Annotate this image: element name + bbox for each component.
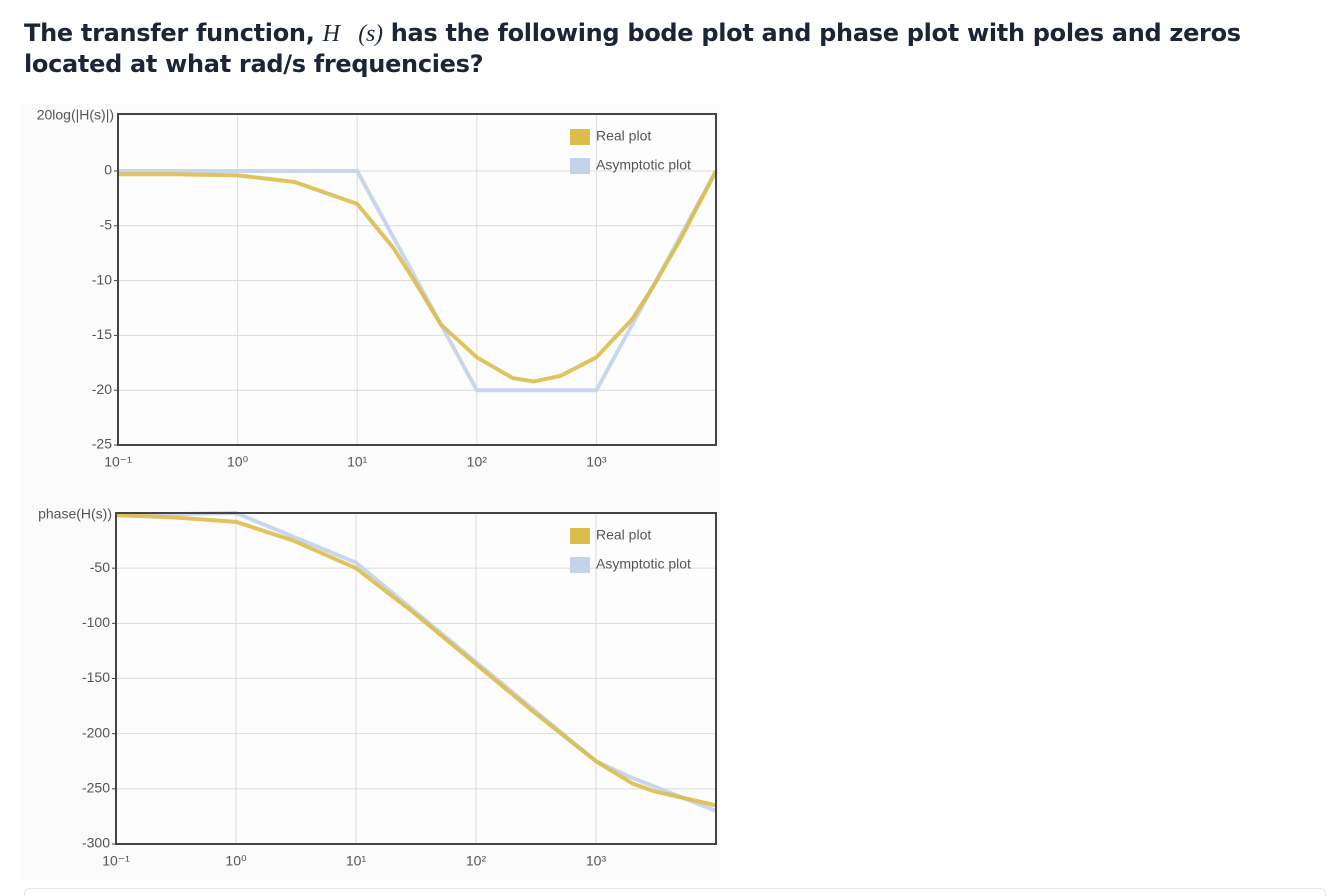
x-tick-label: 10¹ [346,853,367,869]
x-tick-label: 10³ [586,454,607,470]
series-line [115,513,717,808]
y-tick-label: -300 [82,835,110,851]
y-tick-label: -20 [92,381,112,397]
x-tick-label: 10⁻¹ [102,853,130,869]
y-tick-label: -50 [90,559,110,575]
question-prefix: The transfer function, [24,19,323,47]
legend-swatch [570,528,590,544]
x-tick-label: 10¹ [347,454,368,470]
legend-label: Asymptotic plot [596,556,691,572]
y-tick-label: -25 [92,436,112,452]
question-math: H⃗(s) [322,21,383,47]
y-tick-label: -15 [92,326,112,342]
legend-label: Real plot [596,128,651,144]
legend-label: Asymptotic plot [596,157,691,173]
plot-border [115,512,717,845]
y-tick-label: -10 [92,271,112,287]
question-suffix: has the following bode plot and phase pl… [24,19,1241,78]
legend-label: Real plot [596,527,651,543]
y-tick-label: -100 [82,614,110,630]
question: The transfer function, H⃗(s) has the fol… [24,18,1314,79]
plot-border [117,113,717,446]
y-tick-label: 0 [104,162,112,178]
series-line [118,168,718,393]
y-tick-label: -5 [100,216,113,232]
x-tick-label: 10² [467,454,488,470]
y-axis-label: 20log(|H(s)|) [37,107,114,123]
legend-swatch [570,158,590,174]
legend-swatch [570,129,590,145]
x-tick-label: 10⁰ [225,853,247,869]
legend-swatch [570,557,590,573]
series-line [118,170,718,384]
x-tick-label: 10⁰ [227,454,249,470]
x-tick-label: 10³ [586,853,607,869]
y-tick-label: -200 [82,724,110,740]
x-tick-label: 10⁻¹ [104,454,132,470]
answer-box[interactable] [24,888,1326,896]
y-tick-label: -250 [82,780,110,796]
y-tick-label: -150 [82,669,110,685]
y-axis-label: phase(H(s)) [38,506,112,522]
x-tick-label: 10² [466,853,487,869]
